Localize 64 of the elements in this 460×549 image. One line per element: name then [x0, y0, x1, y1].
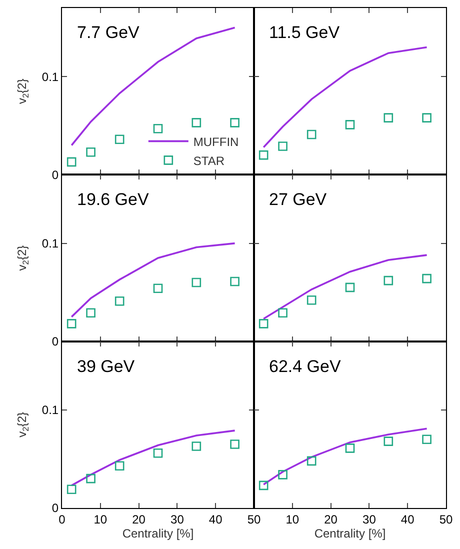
point — [192, 118, 202, 128]
point — [192, 442, 202, 451]
point — [66, 484, 76, 494]
point — [422, 434, 432, 444]
point — [384, 436, 394, 446]
point — [153, 284, 163, 294]
point — [345, 120, 355, 130]
legend-label: STAR — [193, 154, 225, 168]
legend-label: MUFFIN — [193, 134, 239, 149]
point — [230, 118, 240, 128]
x-tick-label: 30 — [170, 512, 184, 526]
y-tick-label: 0 — [52, 168, 59, 182]
x-tick-label: 40 — [400, 512, 415, 526]
point — [114, 134, 124, 144]
point — [153, 124, 163, 134]
text: 19.6 GeV — [77, 190, 150, 209]
point — [66, 319, 76, 328]
point — [258, 150, 268, 160]
point — [306, 296, 316, 305]
point — [66, 157, 76, 167]
text: 39 GeV — [77, 357, 136, 376]
x-axis-title: Centrality [%] — [314, 526, 386, 540]
point — [278, 308, 288, 318]
point — [345, 282, 355, 292]
text: 27 GeV — [269, 190, 328, 209]
point — [86, 147, 96, 157]
point — [114, 461, 124, 470]
point — [384, 276, 394, 286]
x-tick-label: 10 — [286, 512, 300, 526]
point — [306, 456, 316, 466]
text: 62.4 GeV — [269, 357, 342, 376]
point — [114, 296, 124, 306]
point — [230, 440, 240, 449]
x-axis-title: Centrality [%] — [122, 526, 194, 540]
point — [384, 113, 394, 122]
point — [258, 480, 268, 490]
point — [86, 308, 96, 318]
x-tick-label: 20 — [324, 512, 338, 526]
x-tick-label: 50 — [247, 512, 261, 526]
point — [86, 474, 96, 484]
point — [230, 276, 240, 286]
point — [422, 274, 432, 284]
y-tick-label: 0 — [52, 501, 59, 516]
y-tick-label: 0.1 — [42, 70, 59, 84]
x-tick-label: 50 — [439, 512, 453, 526]
y-tick-label: 0 — [52, 334, 59, 349]
x-tick-label: 40 — [208, 512, 223, 526]
point — [278, 142, 288, 151]
text: 11.5 GeV — [269, 23, 340, 42]
y-tick-label: 0.1 — [42, 236, 59, 250]
point — [278, 470, 288, 480]
x-tick-label: 20 — [132, 512, 146, 526]
line-series — [70, 26, 236, 146]
point — [153, 448, 163, 458]
point — [192, 278, 202, 288]
y-tick-label: 0.1 — [42, 403, 59, 418]
point — [258, 319, 268, 328]
text: 7.7 GeV — [77, 23, 140, 42]
point — [422, 113, 432, 122]
x-tick-label: 30 — [362, 512, 376, 526]
point — [306, 130, 316, 140]
line-series — [70, 242, 236, 318]
point — [345, 444, 355, 453]
x-tick-label: 10 — [94, 512, 108, 526]
